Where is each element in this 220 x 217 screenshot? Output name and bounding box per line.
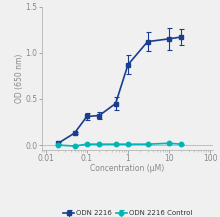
Y-axis label: OD (650 nm): OD (650 nm) [15,53,24,103]
X-axis label: Concentration (μM): Concentration (μM) [90,164,165,173]
Legend: ODN 2216, ODN 2216 Control: ODN 2216, ODN 2216 Control [63,210,192,217]
